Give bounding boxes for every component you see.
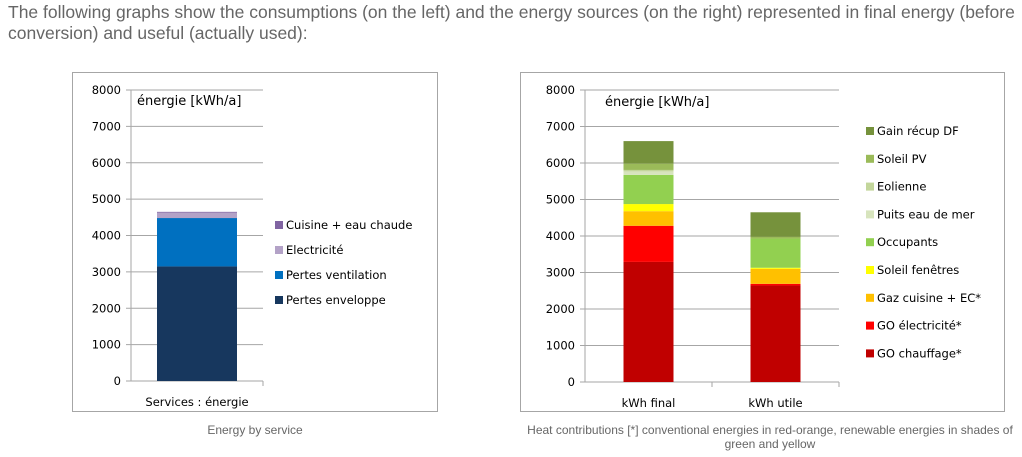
legend-label: Gaz cuisine + EC* (877, 291, 981, 305)
chart-heat-contributions: 0 1000 2000 3000 4000 5000 6000 7000 8000 énergie… (520, 72, 1005, 412)
legend-swatch (275, 296, 283, 304)
x-category-label: Services : énergie (145, 395, 248, 409)
legend-label: Gain récup DF (877, 124, 959, 138)
legend-swatch (275, 221, 283, 229)
y-tick-label: 0 (114, 374, 121, 388)
chart-1-svg: 0 1000 2000 3000 4000 5000 6000 7000 8000 énergie… (546, 83, 982, 410)
bar-segment-cuisine-eau-chaude (157, 211, 237, 213)
legend-label: GO électricité* (877, 319, 962, 333)
legend-swatch (866, 266, 874, 274)
x-category-label: kWh utile (748, 396, 802, 410)
bar-segment-pertes-enveloppe (157, 266, 237, 381)
y-tick-label: 6000 (546, 156, 575, 170)
bar-segment-go-chauffage- (623, 261, 674, 382)
y-tick-label: 1000 (546, 339, 575, 353)
bar-segment-gaz-cuisine-ec- (623, 211, 674, 226)
chart-1-caption: Heat contributions [*] conventional ener… (527, 423, 1013, 451)
bar-segment-go-lectricit- (623, 225, 674, 262)
bar-segment-occupants (750, 238, 801, 268)
bar-segment-soleil-fen-tres (623, 204, 674, 212)
bar-segment-soleil-pv (623, 163, 674, 170)
bar-segment-gain-r-cup-df (750, 212, 801, 237)
y-tick-label: 2000 (92, 301, 121, 315)
legend-label: Pertes ventilation (286, 268, 387, 282)
y-tick-label: 8000 (546, 83, 575, 97)
chart-title: énergie [kWh/a] (605, 95, 709, 110)
legend-swatch (866, 238, 874, 247)
bar-segment-go-lectricit- (750, 283, 801, 286)
y-tick-label: 7000 (546, 120, 575, 134)
legend-label: Occupants (877, 235, 938, 249)
bar-segment-pertes-ventilation (157, 218, 237, 267)
bar-segment-gain-r-cup-df (623, 141, 674, 164)
y-tick-label: 3000 (92, 265, 121, 279)
legend-label: Puits eau de mer (877, 207, 975, 221)
legend-label: Soleil fenêtres (877, 263, 959, 277)
legend-swatch (275, 271, 283, 279)
chart-0-caption: Energy by service (207, 423, 303, 437)
chart-energy-by-service: 0 1000 2000 3000 4000 5000 6000 7000 8000 énergie… (72, 72, 438, 412)
legend-swatch (866, 349, 874, 358)
legend-label: GO chauffage* (877, 346, 962, 360)
y-tick-label: 0 (568, 375, 575, 389)
legend-swatch (866, 182, 874, 191)
legend-label: Electricité (286, 243, 343, 257)
legend-label: Eolienne (877, 180, 926, 194)
y-tick-label: 4000 (92, 229, 121, 243)
bar-segment-electricit- (157, 212, 237, 219)
legend-swatch (275, 246, 283, 254)
chart-title: énergie [kWh/a] (137, 94, 241, 109)
y-tick-label: 5000 (546, 193, 575, 207)
y-tick-label: 4000 (546, 229, 575, 243)
y-tick-label: 1000 (92, 338, 121, 352)
bar-segment-soleil-fen-tres (750, 267, 801, 269)
bar-segment-soleil-pv (750, 236, 801, 239)
bar-segment-go-chauffage- (750, 285, 801, 382)
y-tick-label: 3000 (546, 266, 575, 280)
legend-swatch (866, 293, 874, 302)
chart-0-svg: 0 1000 2000 3000 4000 5000 6000 7000 8000 énergie… (92, 83, 413, 409)
bar-segment-puits-eau-de-mer (623, 171, 674, 175)
intro-text: The following graphs show the consumptio… (8, 2, 1015, 43)
legend-swatch (866, 321, 874, 330)
x-category-label: kWh final (622, 396, 676, 410)
legend-swatch (866, 127, 874, 135)
legend-swatch (866, 154, 874, 163)
legend-swatch (866, 210, 874, 219)
y-tick-label: 5000 (92, 192, 121, 206)
y-tick-label: 8000 (92, 83, 121, 97)
y-tick-label: 7000 (92, 119, 121, 133)
y-tick-label: 6000 (92, 156, 121, 170)
y-tick-label: 2000 (546, 302, 575, 316)
legend-label: Pertes enveloppe (286, 293, 386, 307)
legend-label: Soleil PV (877, 152, 927, 166)
legend-label: Cuisine + eau chaude (286, 218, 412, 232)
bar-segment-eolienne (623, 169, 674, 172)
bar-segment-occupants (623, 174, 674, 205)
bar-segment-gaz-cuisine-ec- (750, 268, 801, 284)
